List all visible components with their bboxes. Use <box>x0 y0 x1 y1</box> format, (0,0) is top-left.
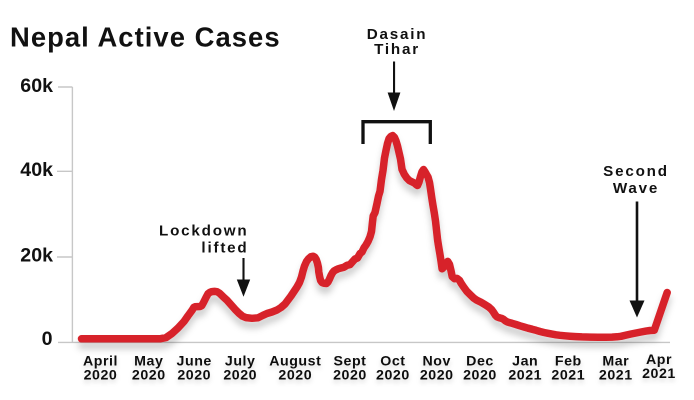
svg-text:0: 0 <box>42 328 53 350</box>
svg-text:June: June <box>177 354 212 370</box>
svg-text:Dec: Dec <box>466 354 494 370</box>
svg-text:Nov: Nov <box>422 354 450 370</box>
svg-text:2020: 2020 <box>463 368 497 384</box>
svg-text:2021: 2021 <box>599 368 633 384</box>
svg-text:Wave: Wave <box>613 180 659 197</box>
svg-text:Second: Second <box>603 163 669 180</box>
svg-text:2021: 2021 <box>551 368 585 384</box>
svg-text:2020: 2020 <box>223 368 257 384</box>
svg-text:Mar: Mar <box>602 354 629 370</box>
svg-text:2021: 2021 <box>642 366 676 382</box>
svg-text:August: August <box>269 354 321 370</box>
svg-text:Dasain: Dasain <box>367 26 428 43</box>
svg-text:July: July <box>225 354 256 370</box>
svg-text:2020: 2020 <box>132 368 166 384</box>
svg-text:Oct: Oct <box>380 354 405 370</box>
svg-text:40k: 40k <box>20 159 53 181</box>
svg-text:60k: 60k <box>20 75 53 97</box>
svg-text:2020: 2020 <box>84 368 118 384</box>
svg-text:May: May <box>134 354 163 370</box>
svg-text:2020: 2020 <box>177 368 211 384</box>
svg-text:2020: 2020 <box>420 368 454 384</box>
svg-text:Jan: Jan <box>512 354 538 370</box>
svg-text:lifted: lifted <box>201 240 248 257</box>
svg-text:Feb: Feb <box>555 354 582 370</box>
svg-text:2020: 2020 <box>376 368 410 384</box>
svg-text:April: April <box>83 354 118 370</box>
svg-text:Nepal Active Cases: Nepal Active Cases <box>10 22 281 53</box>
svg-text:Sept: Sept <box>334 354 367 370</box>
svg-text:Tihar: Tihar <box>374 41 420 58</box>
svg-text:Lockdown: Lockdown <box>159 222 249 239</box>
svg-text:2021: 2021 <box>508 368 542 384</box>
svg-text:2020: 2020 <box>333 368 367 384</box>
svg-text:Apr: Apr <box>646 352 672 368</box>
svg-text:2020: 2020 <box>278 368 312 384</box>
svg-text:20k: 20k <box>20 245 53 267</box>
